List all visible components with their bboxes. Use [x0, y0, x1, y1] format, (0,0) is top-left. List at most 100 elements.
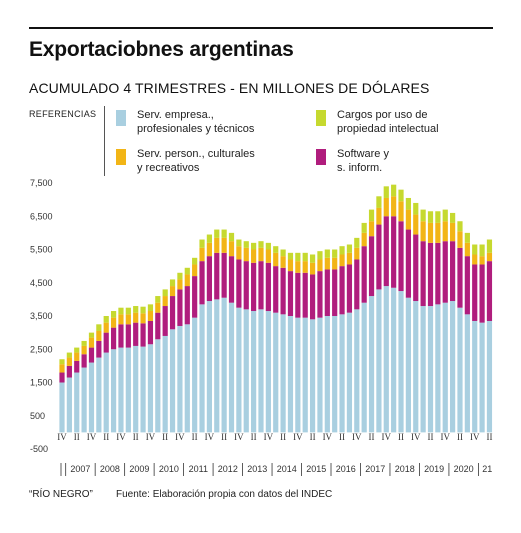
y-tick-label: 5,500: [30, 245, 53, 255]
bar-segment: [265, 249, 271, 263]
x-year-label: 2014: [277, 464, 297, 474]
bar-segment: [295, 272, 301, 318]
legend-swatch: [316, 110, 326, 126]
bar-segment: [147, 304, 154, 312]
bar-segment: [243, 309, 249, 433]
bar-segment: [450, 222, 456, 242]
bar-segment: [192, 317, 198, 433]
bar-segment: [228, 241, 235, 257]
bar-segment: [479, 264, 485, 323]
bar-segment: [236, 307, 242, 433]
legend-label: Serv. empresa., profesionales y técnicos: [137, 109, 255, 135]
x-tick-label: II: [162, 432, 168, 442]
bar-segment: [339, 246, 345, 255]
bar-segment: [479, 244, 485, 257]
bar-segment: [324, 249, 330, 258]
bar-segment: [133, 345, 139, 433]
bar-segment: [332, 269, 338, 316]
x-tick-label: II: [310, 432, 316, 442]
bar-segment: [118, 314, 124, 325]
bar-segment: [96, 340, 102, 358]
bar-segment: [169, 279, 176, 287]
x-tick-label: II: [339, 432, 345, 442]
bar-segment: [413, 234, 419, 302]
bar-segment: [295, 261, 301, 273]
bar-segment: [59, 364, 65, 373]
bar-segment: [457, 231, 463, 248]
bar-segment: [472, 264, 478, 321]
bar-segment: [361, 246, 367, 303]
bar-segment: [317, 259, 323, 272]
bar-segment: [103, 316, 109, 323]
y-tick-label: 3,500: [30, 311, 53, 321]
bar-segment: [140, 306, 146, 314]
bar-segment: [228, 232, 235, 242]
bar-segment: [88, 347, 95, 363]
bar-segment: [169, 329, 176, 433]
x-tick-label: IV: [234, 432, 244, 442]
references-label: REFERENCIAS: [29, 109, 97, 119]
bar-segment: [184, 274, 190, 287]
bar-segment: [155, 339, 161, 433]
legend-label: Software y s. inform.: [337, 148, 389, 174]
bar-segment: [236, 246, 242, 260]
bar-segment: [96, 357, 102, 433]
bar-segment: [192, 257, 198, 265]
y-tick-label: -500: [30, 444, 48, 454]
bar-segment: [206, 256, 212, 302]
bar-segment: [332, 316, 338, 433]
bar-segment: [214, 252, 220, 300]
bar-segment: [457, 247, 463, 308]
bar-segment: [346, 244, 353, 253]
bar-segment: [280, 267, 286, 315]
bar-segment: [368, 296, 375, 433]
y-tick-label: 7,500: [30, 178, 53, 188]
bar-segment: [236, 239, 242, 247]
x-tick-label: IV: [411, 432, 421, 442]
x-tick-label: II: [192, 432, 198, 442]
bar-segment: [383, 216, 389, 287]
bar-segment: [236, 259, 242, 308]
bar-segment: [317, 317, 323, 433]
bar-segment: [302, 252, 308, 262]
y-tick-label: 1,500: [30, 378, 53, 388]
bar-segment: [125, 324, 131, 348]
bar-segment: [479, 322, 485, 433]
bar-segment: [472, 320, 478, 433]
bar-segment: [435, 242, 441, 305]
bar-segment: [228, 256, 235, 303]
bar-segment: [486, 261, 493, 321]
bar-segment: [103, 352, 109, 433]
bar-segment: [464, 242, 470, 257]
bar-segment: [118, 324, 124, 348]
x-tick-label: IV: [352, 432, 362, 442]
bar-segment: [88, 337, 95, 348]
bar-segment: [265, 242, 271, 250]
bar-segment: [221, 237, 227, 253]
bar-segment: [133, 306, 139, 313]
bar-segment: [81, 340, 87, 346]
bar-segment: [420, 209, 426, 222]
bar-segment: [125, 307, 131, 315]
bar-segment: [309, 262, 316, 275]
bar-segment: [177, 289, 183, 326]
x-tick-label: IV: [323, 432, 333, 442]
bar-segment: [214, 299, 220, 433]
bar-segment: [280, 314, 286, 433]
bar-segment: [273, 266, 279, 313]
bar-segment: [287, 259, 294, 272]
x-tick-label: IV: [264, 432, 274, 442]
legend-label: Serv. person., culturales y recreativos: [137, 148, 255, 174]
bar-segment: [383, 197, 389, 217]
bar-segment: [258, 247, 264, 262]
bar-segment: [110, 349, 117, 433]
bar-segment: [155, 312, 161, 340]
bar-segment: [302, 261, 308, 273]
bar-segment: [251, 311, 257, 433]
bar-segment: [361, 232, 367, 247]
bar-segment: [251, 262, 257, 312]
bar-segment: [169, 286, 176, 297]
bar-segment: [214, 237, 220, 253]
bar-segment: [147, 311, 154, 321]
references-divider: [104, 106, 105, 176]
